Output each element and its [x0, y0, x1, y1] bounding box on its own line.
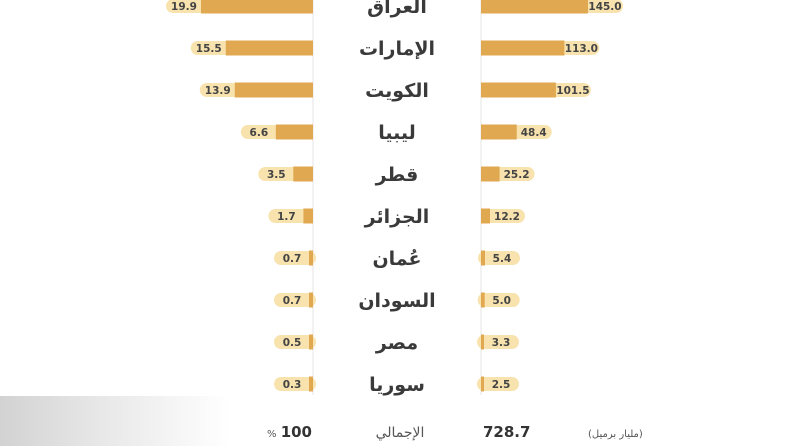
- country-label: الكويت: [365, 80, 429, 102]
- total-unit-left: %: [267, 429, 277, 440]
- value-label-left: 15.5: [196, 43, 222, 55]
- value-label-left: 19.9: [171, 1, 197, 13]
- bar-left: [309, 376, 313, 392]
- total-value-right: 728.7: [483, 423, 530, 441]
- bar-right: [481, 250, 485, 266]
- value-pill-right: [548, 83, 591, 97]
- value-label-left: 3.5: [267, 169, 286, 181]
- country-label: قطر: [375, 164, 419, 186]
- value-pill-right: [509, 125, 552, 139]
- bar-left: [275, 124, 313, 140]
- value-pill-left: [258, 167, 301, 181]
- value-pill-right: [477, 251, 520, 265]
- country-label: الإمارات: [359, 38, 435, 60]
- value-pill-left: [240, 125, 283, 139]
- value-pill-left: [274, 377, 316, 391]
- chart-row: الجزائر 12.2 1.7: [268, 206, 526, 228]
- totals-row: (مليار برميل) 728.7 الإجمالي 100 %: [267, 423, 643, 441]
- value-pill-right: [483, 209, 526, 223]
- country-label: ليبيا: [378, 122, 416, 144]
- chart-row: عُمان 5.4 0.7: [274, 248, 520, 270]
- value-pill-left: [268, 209, 311, 223]
- bar-right: [481, 40, 565, 56]
- value-label-right: 5.4: [493, 253, 512, 265]
- bar-right: [481, 334, 484, 350]
- value-label-right: 101.5: [556, 85, 589, 97]
- chart-row: السودان 5.0 0.7: [274, 290, 520, 312]
- value-label-right: 48.4: [521, 127, 547, 139]
- bar-left: [309, 250, 313, 266]
- value-label-left: 0.7: [283, 295, 302, 307]
- value-label-right: 145.0: [588, 1, 621, 13]
- chart-row: سوريا 2.5 0.3: [274, 374, 519, 396]
- bar-left: [234, 82, 313, 98]
- country-label: السودان: [358, 290, 435, 312]
- value-pill-right: [557, 41, 600, 55]
- total-label: الإجمالي: [376, 425, 425, 441]
- chart-row: مصر 3.3 0.5: [274, 332, 519, 354]
- value-pill-right: [477, 293, 520, 307]
- value-pill-right: [477, 377, 519, 391]
- value-label-right: 3.3: [492, 337, 511, 349]
- value-label-right: 25.2: [504, 169, 530, 181]
- value-pill-right: [492, 167, 535, 181]
- bar-right: [481, 208, 491, 224]
- corner-shadow: [0, 396, 230, 446]
- country-label: سوريا: [369, 374, 425, 396]
- value-pill-left: [190, 41, 233, 55]
- total-unit-right: (مليار برميل): [588, 429, 643, 440]
- bar-right: [481, 0, 588, 14]
- bar-left: [293, 166, 313, 182]
- value-label-right: 2.5: [492, 379, 511, 391]
- value-label-left: 0.5: [283, 337, 302, 349]
- value-pill-right: [581, 0, 623, 13]
- value-pill-right: [477, 335, 519, 349]
- bar-left: [225, 40, 313, 56]
- value-pill-left: [166, 0, 208, 13]
- country-label: الجزائر: [364, 206, 430, 228]
- value-pill-left: [274, 251, 316, 265]
- chart-row: قطر 25.2 3.5: [258, 164, 535, 186]
- value-label-left: 1.7: [277, 211, 296, 223]
- chart-row: الكويت 101.5 13.9: [199, 80, 591, 102]
- country-label: مصر: [375, 332, 418, 354]
- value-label-right: 5.0: [492, 295, 511, 307]
- bar-left: [309, 334, 313, 350]
- value-label-left: 6.6: [250, 127, 269, 139]
- value-pill-left: [274, 293, 316, 307]
- value-label-left: 13.9: [205, 85, 231, 97]
- bar-right: [481, 82, 556, 98]
- bar-right: [481, 292, 485, 308]
- bar-left: [303, 208, 313, 224]
- value-label-left: 0.3: [283, 379, 302, 391]
- value-label-right: 113.0: [565, 43, 598, 55]
- bar-right: [481, 166, 500, 182]
- value-pill-left: [274, 335, 316, 349]
- bar-left: [201, 0, 313, 14]
- chart-row: العراق 145.0 19.9: [166, 0, 623, 18]
- chart-row: الإمارات 113.0 15.5: [190, 38, 600, 60]
- value-label-left: 0.7: [283, 253, 302, 265]
- country-label: عُمان: [372, 248, 421, 270]
- chart-row: ليبيا 48.4 6.6: [240, 122, 552, 144]
- value-label-right: 12.2: [494, 211, 520, 223]
- total-value-left: 100: [281, 423, 312, 441]
- bar-left: [309, 292, 313, 308]
- country-label: العراق: [367, 0, 427, 18]
- bar-right: [481, 124, 517, 140]
- bar-right: [481, 376, 484, 392]
- value-pill-left: [199, 83, 242, 97]
